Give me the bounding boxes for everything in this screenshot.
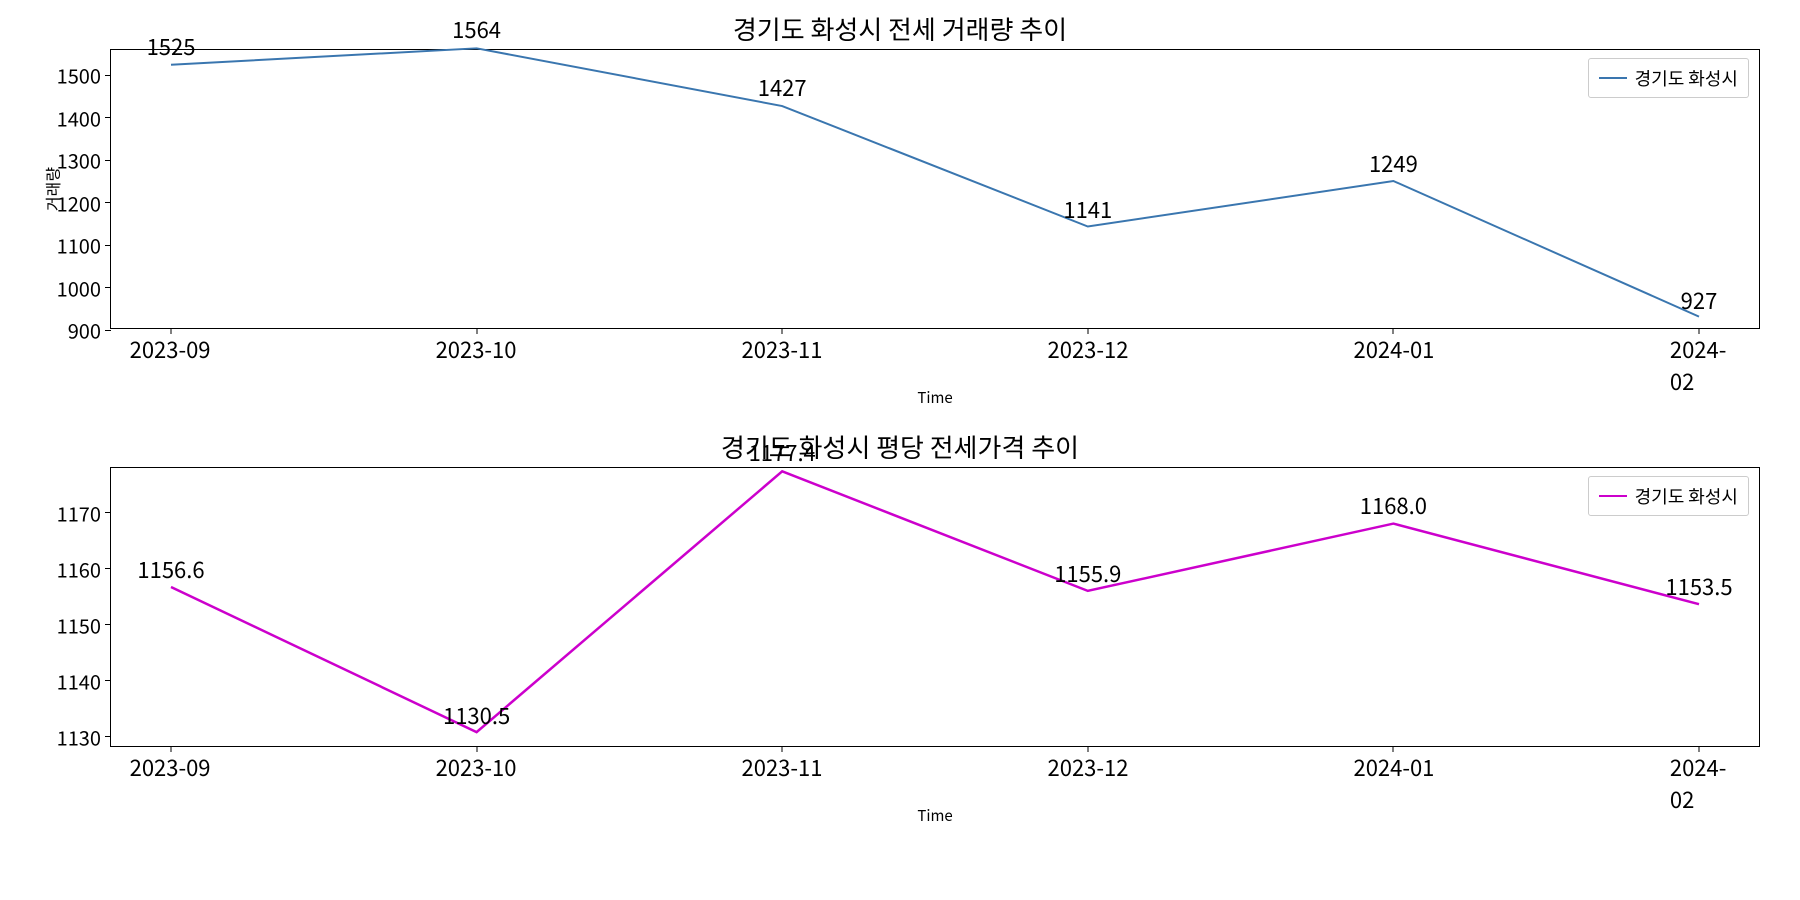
- chart-1-xlabel: Time: [110, 387, 1760, 408]
- x-tick-label: 2024-02: [1670, 751, 1730, 815]
- data-point-label: 1525: [147, 30, 196, 62]
- chart-1-plot-area: 경기도 화성시 15251564142711411249927900100011…: [110, 49, 1760, 329]
- chart-1-title: 경기도 화성시 전세 거래량 추이: [20, 10, 1780, 47]
- x-tick-label: 2023-11: [742, 333, 823, 365]
- chart-1-legend-line: [1599, 77, 1627, 79]
- y-tick-label: 1150: [57, 610, 111, 639]
- y-tick-label: 1500: [57, 61, 111, 90]
- y-tick-label: 1170: [57, 498, 111, 527]
- chart-1-legend-label: 경기도 화성시: [1635, 65, 1738, 91]
- data-point-label: 1141: [1063, 193, 1112, 225]
- data-point-label: 927: [1681, 283, 1718, 315]
- data-point-label: 1168.0: [1360, 489, 1427, 521]
- x-tick-label: 2023-09: [130, 751, 211, 783]
- x-tick-label: 2023-12: [1048, 751, 1129, 783]
- data-point-label: 1130.5: [443, 699, 510, 731]
- x-tick-label: 2024-01: [1354, 751, 1435, 783]
- x-tick-label: 2024-01: [1354, 333, 1435, 365]
- chart-1-line: [111, 50, 1759, 328]
- y-tick-label: 1100: [57, 231, 111, 260]
- y-tick-label: 1140: [57, 666, 111, 695]
- chart-1-legend: 경기도 화성시: [1588, 58, 1749, 98]
- y-tick-label: 1200: [57, 188, 111, 217]
- data-point-label: 1153.5: [1665, 570, 1732, 602]
- data-point-label: 1155.9: [1054, 557, 1121, 589]
- x-tick-label: 2023-12: [1048, 333, 1129, 365]
- x-tick-label: 2023-11: [742, 751, 823, 783]
- chart-2-title: 경기도 화성시 평당 전세가격 추이: [20, 428, 1780, 465]
- chart-2-legend: 경기도 화성시: [1588, 476, 1749, 516]
- data-point-label: 1249: [1369, 147, 1418, 179]
- data-point-label: 1564: [452, 13, 501, 45]
- y-tick-label: 1000: [57, 273, 111, 302]
- chart-2-plot-area: 경기도 화성시 1156.61130.51177.41155.91168.011…: [110, 467, 1760, 747]
- x-tick-label: 2024-02: [1670, 333, 1730, 397]
- x-tick-label: 2023-10: [436, 751, 517, 783]
- chart-2-legend-line: [1599, 495, 1627, 497]
- chart-2-x-ticks: 2023-092023-102023-112023-122024-012024-…: [110, 747, 1760, 775]
- chart-2-xlabel: Time: [110, 805, 1760, 826]
- y-tick-label: 1160: [57, 554, 111, 583]
- x-tick-label: 2023-09: [130, 333, 211, 365]
- chart-1-container: 경기도 화성시 전세 거래량 추이 거래량 경기도 화성시 1525156414…: [20, 10, 1780, 408]
- chart-2-container: 경기도 화성시 평당 전세가격 추이 평당 가격 (전용면적 기준, 단위:만원…: [20, 428, 1780, 826]
- y-tick-label: 1400: [57, 103, 111, 132]
- x-tick-label: 2023-10: [436, 333, 517, 365]
- y-tick-label: 1300: [57, 146, 111, 175]
- chart-2-line: [111, 468, 1759, 746]
- data-point-label: 1156.6: [137, 553, 204, 585]
- data-point-label: 1427: [758, 71, 807, 103]
- y-tick-label: 1130: [57, 722, 111, 751]
- chart-1-x-ticks: 2023-092023-102023-112023-122024-012024-…: [110, 329, 1760, 357]
- data-point-label: 1177.4: [749, 436, 816, 468]
- chart-2-legend-label: 경기도 화성시: [1635, 483, 1738, 509]
